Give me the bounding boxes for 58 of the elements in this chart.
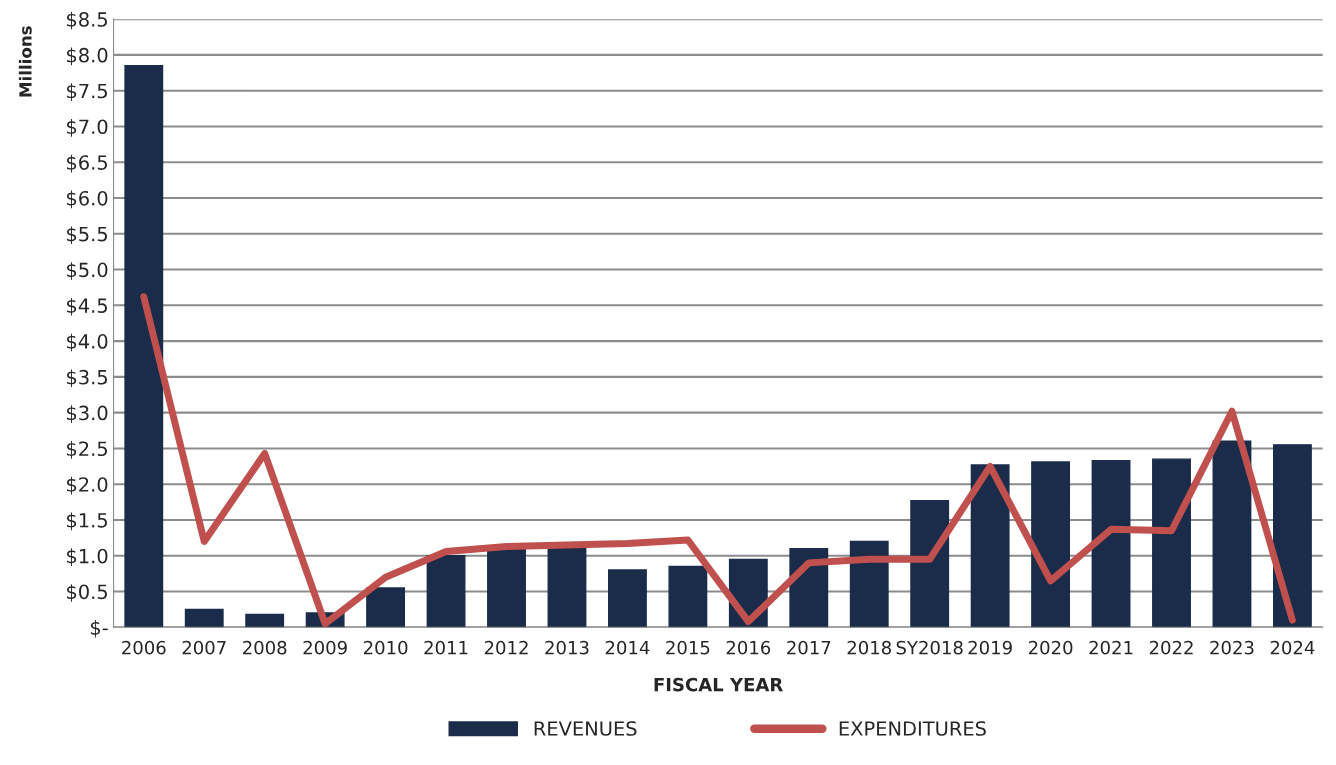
bar (970, 464, 1010, 628)
y-tick-label: $6.5 (67, 154, 107, 173)
bar (487, 547, 526, 628)
x-tick-label: 2011 (424, 640, 468, 655)
x-axis-title: FISCAL YEAR (654, 677, 783, 692)
x-tick-label: 2006 (122, 640, 166, 655)
x-tick-label: 2012 (484, 640, 528, 655)
legend-label: EXPENDITURES (839, 721, 986, 736)
y-tick-label: $4.0 (67, 333, 108, 352)
bar (1212, 440, 1252, 628)
y-tick-label: $8.5 (67, 11, 107, 30)
x-tick-label: 2023 (1210, 640, 1254, 655)
y-tick-label: $0.5 (67, 584, 107, 602)
x-tick-label: 2022 (1149, 640, 1193, 655)
x-tick-label: 2013 (545, 640, 589, 655)
bar (668, 565, 708, 628)
x-tick-label: 2007 (182, 640, 226, 655)
y-tick-label: $8.0 (67, 47, 108, 66)
x-tick-label: 2017 (787, 640, 831, 655)
y-tick-label: $3.0 (67, 405, 108, 423)
x-tick-label: 2016 (726, 640, 771, 655)
x-tick-label: 2020 (1028, 640, 1073, 655)
x-tick-label: 2009 (303, 640, 347, 655)
y-tick-label: $5.0 (67, 262, 108, 280)
x-tick-label: 2019 (968, 640, 1012, 655)
x-tick-label: 2014 (605, 640, 650, 655)
legend-label: REVENUES (534, 721, 637, 736)
bar (245, 613, 285, 628)
y-tick-label: $7.0 (67, 119, 108, 137)
bar (910, 499, 950, 628)
bar (426, 555, 466, 628)
y-tick-label: $6.0 (67, 190, 108, 209)
y-tick-label: $2.5 (67, 441, 107, 459)
bar (1091, 459, 1131, 628)
bar (607, 569, 647, 628)
bar (1031, 461, 1071, 628)
bar (1152, 458, 1191, 628)
y-axis-title: Millions (18, 26, 32, 97)
x-tick-label: 2024 (1270, 640, 1315, 655)
y-tick-label: $1.0 (67, 548, 108, 566)
y-tick-label: $- (90, 619, 108, 638)
bar (366, 587, 406, 628)
bar (124, 64, 164, 628)
bar (849, 540, 889, 628)
y-tick-label: $3.5 (67, 369, 107, 388)
bar (184, 608, 224, 628)
x-tick-label: 2021 (1089, 640, 1133, 655)
y-tick-label: $4.5 (67, 297, 107, 316)
x-tick-label: SY2018 (896, 640, 963, 655)
y-tick-label: $1.5 (67, 512, 107, 531)
x-tick-label: 2010 (363, 640, 408, 655)
bar (1272, 444, 1312, 628)
x-tick-label: 2018 (847, 640, 891, 655)
y-tick-label: $7.5 (67, 83, 107, 101)
x-tick-label: 2015 (666, 640, 710, 655)
x-tick-label: 2008 (243, 640, 287, 655)
y-tick-label: $5.5 (67, 226, 107, 245)
y-tick-label: $2.0 (67, 476, 108, 495)
